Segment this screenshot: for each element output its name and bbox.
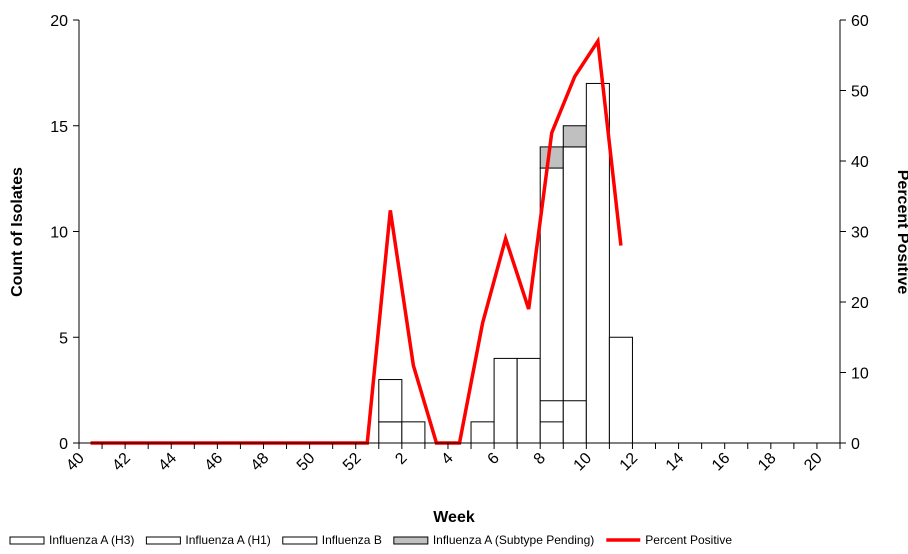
y2-axis-title: Percent Positive — [894, 170, 908, 295]
x-tick-label-20: 20 — [801, 450, 826, 475]
legend-label-2: Influenza B — [322, 533, 382, 547]
x-tick-label-44: 44 — [155, 450, 180, 475]
bar-1-series-2 — [378, 379, 403, 423]
bar-2-series-0 — [401, 421, 426, 444]
x-tick-label-2: 2 — [392, 450, 410, 468]
y-tick-label-5: 5 — [59, 330, 68, 347]
legend-swatch-3 — [393, 536, 429, 545]
bar-8-series-0 — [539, 167, 564, 444]
x-tick-label-12: 12 — [617, 450, 642, 475]
x-tick-label-48: 48 — [248, 450, 273, 475]
y2-tick-label-20: 20 — [851, 295, 869, 312]
x-tick-label-18: 18 — [755, 450, 780, 475]
bar-7-series-0 — [516, 357, 541, 444]
y-tick-label-0: 0 — [59, 436, 68, 453]
x-tick-label-40: 40 — [63, 450, 88, 475]
bar-1-series-0 — [378, 421, 403, 444]
x-tick-label-46: 46 — [202, 450, 227, 475]
legend: Influenza A (H3) Influenza A (H1) Influenz… — [9, 533, 732, 547]
x-tick-label-16: 16 — [709, 450, 734, 475]
y2-tick-label-30: 30 — [851, 225, 869, 242]
bar-6-series-0 — [493, 357, 518, 444]
legend-label-4: Percent Positive — [645, 533, 732, 547]
bar-11-series-0 — [608, 336, 633, 444]
x-tick-label-10: 10 — [571, 450, 596, 475]
x-tick-label-14: 14 — [663, 450, 688, 475]
legend-label-3: Influenza A (Subtype Pending) — [433, 533, 594, 547]
bars-layer — [378, 82, 633, 444]
x-tick-label-8: 8 — [531, 450, 549, 468]
y-tick-label-20: 20 — [50, 13, 68, 30]
x-tick-label-50: 50 — [294, 450, 319, 475]
y2-tick-label-60: 60 — [851, 13, 869, 30]
y2-tick-label-50: 50 — [851, 84, 869, 101]
y-axis-title: Count of Isolates — [9, 167, 26, 297]
x-tick-label-52: 52 — [340, 450, 365, 475]
x-tick-label-4: 4 — [438, 450, 456, 468]
y-tick-label-15: 15 — [50, 119, 68, 136]
y2-tick-label-10: 10 — [851, 366, 869, 383]
legend-label-0: Influenza A (H3) — [49, 533, 134, 547]
x-axis-title: Week — [433, 509, 475, 526]
legend-swatch-2 — [282, 536, 318, 545]
y2-tick-label-40: 40 — [851, 154, 869, 171]
bar-10-series-0 — [585, 82, 610, 444]
x-tick-label-6: 6 — [485, 450, 503, 468]
bar-9-series-0 — [562, 146, 587, 444]
x-tick-label-42: 42 — [109, 450, 134, 475]
legend-swatch-0 — [9, 536, 45, 545]
bar-5-series-0 — [470, 421, 495, 444]
bar-8-series-3 — [539, 146, 564, 169]
y2-tick-label-0: 0 — [851, 436, 860, 453]
legend-swatch-1 — [145, 536, 181, 545]
y-tick-label-10: 10 — [50, 225, 68, 242]
bar-9-series-3 — [562, 125, 587, 148]
legend-label-1: Influenza A (H1) — [185, 533, 270, 547]
